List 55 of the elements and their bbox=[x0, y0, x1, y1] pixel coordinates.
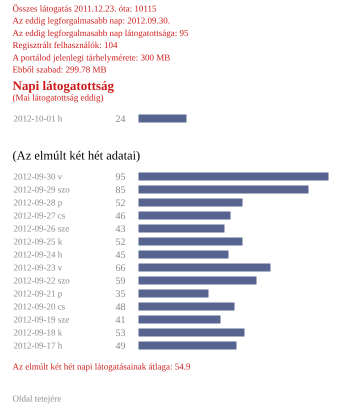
data-label: 85 bbox=[116, 185, 126, 196]
data-label: 46 bbox=[116, 211, 126, 222]
bar bbox=[138, 212, 230, 220]
data-label: 52 bbox=[116, 198, 126, 209]
bar bbox=[138, 316, 220, 324]
data-label: 43 bbox=[116, 224, 126, 235]
bar bbox=[138, 290, 208, 298]
bar bbox=[138, 198, 242, 206]
text: Összes látogatás 2011.12.23. óta: 10115 bbox=[12, 4, 158, 14]
data-label: 66 bbox=[116, 263, 126, 274]
text: Az elmúlt két hét napi látogatásainak átlaga: 54.9 bbox=[12, 362, 191, 372]
bar bbox=[138, 342, 236, 350]
bar bbox=[138, 328, 244, 336]
data-label: 52 bbox=[116, 237, 126, 248]
bar bbox=[138, 276, 256, 284]
y-tick-label: 2012-09-18 k bbox=[14, 328, 63, 338]
bar bbox=[138, 250, 228, 258]
y-tick-label: 2012-09-23 v bbox=[14, 262, 63, 272]
y-tick-label: 2012-09-28 p bbox=[14, 198, 63, 208]
bar bbox=[138, 224, 224, 232]
bar bbox=[138, 302, 234, 310]
data-label: 35 bbox=[116, 289, 126, 300]
chart-title: Napi látogatottság bbox=[12, 78, 114, 93]
y-tick-label: 2012-10-01 h bbox=[14, 114, 63, 124]
data-label: 45 bbox=[116, 250, 126, 261]
y-tick-label: 2012-09-19 sze bbox=[14, 314, 70, 324]
text: Oldal tetejére bbox=[12, 394, 62, 404]
bar bbox=[138, 238, 242, 246]
y-tick-label: 2012-09-22 szo bbox=[14, 276, 70, 286]
bar bbox=[138, 172, 328, 180]
text: Az eddig legforgalmasabb nap látogatottsága: 95 bbox=[12, 28, 190, 38]
y-tick-label: 2012-09-24 h bbox=[14, 250, 63, 260]
bar bbox=[138, 264, 270, 272]
text: Az eddig legforgalmasabb nap: 2012.09.30. bbox=[12, 16, 170, 26]
text: A portálod jelenlegi tárhelymérete: 300 MB bbox=[12, 52, 170, 62]
data-label: 49 bbox=[116, 341, 126, 352]
y-tick-label: 2012-09-30 v bbox=[14, 172, 63, 182]
y-tick-label: 2012-09-20 cs bbox=[14, 302, 66, 312]
y-tick-label: 2012-09-27 cs bbox=[14, 210, 66, 220]
data-label: 24 bbox=[116, 114, 126, 125]
y-tick-label: 2012-09-26 sze bbox=[14, 224, 70, 234]
data-label: 59 bbox=[116, 276, 126, 287]
y-tick-label: 2012-09-29 szo bbox=[14, 184, 70, 194]
y-tick-label: 2012-09-17 h bbox=[14, 340, 63, 350]
text: (Mai látogatottság eddig) bbox=[12, 92, 104, 102]
text: Regisztrált felhasználók: 104 bbox=[12, 40, 118, 50]
chart-title: (Az elmúlt két hét adatai) bbox=[12, 148, 140, 162]
data-label: 95 bbox=[116, 172, 126, 183]
y-tick-label: 2012-09-25 k bbox=[14, 236, 63, 246]
data-label: 41 bbox=[116, 315, 126, 326]
bar bbox=[138, 186, 308, 194]
text: Ebből szabad: 299.78 MB bbox=[12, 64, 106, 74]
data-label: 48 bbox=[116, 302, 126, 313]
y-tick-label: 2012-09-21 p bbox=[14, 288, 63, 298]
data-label: 53 bbox=[116, 328, 126, 339]
